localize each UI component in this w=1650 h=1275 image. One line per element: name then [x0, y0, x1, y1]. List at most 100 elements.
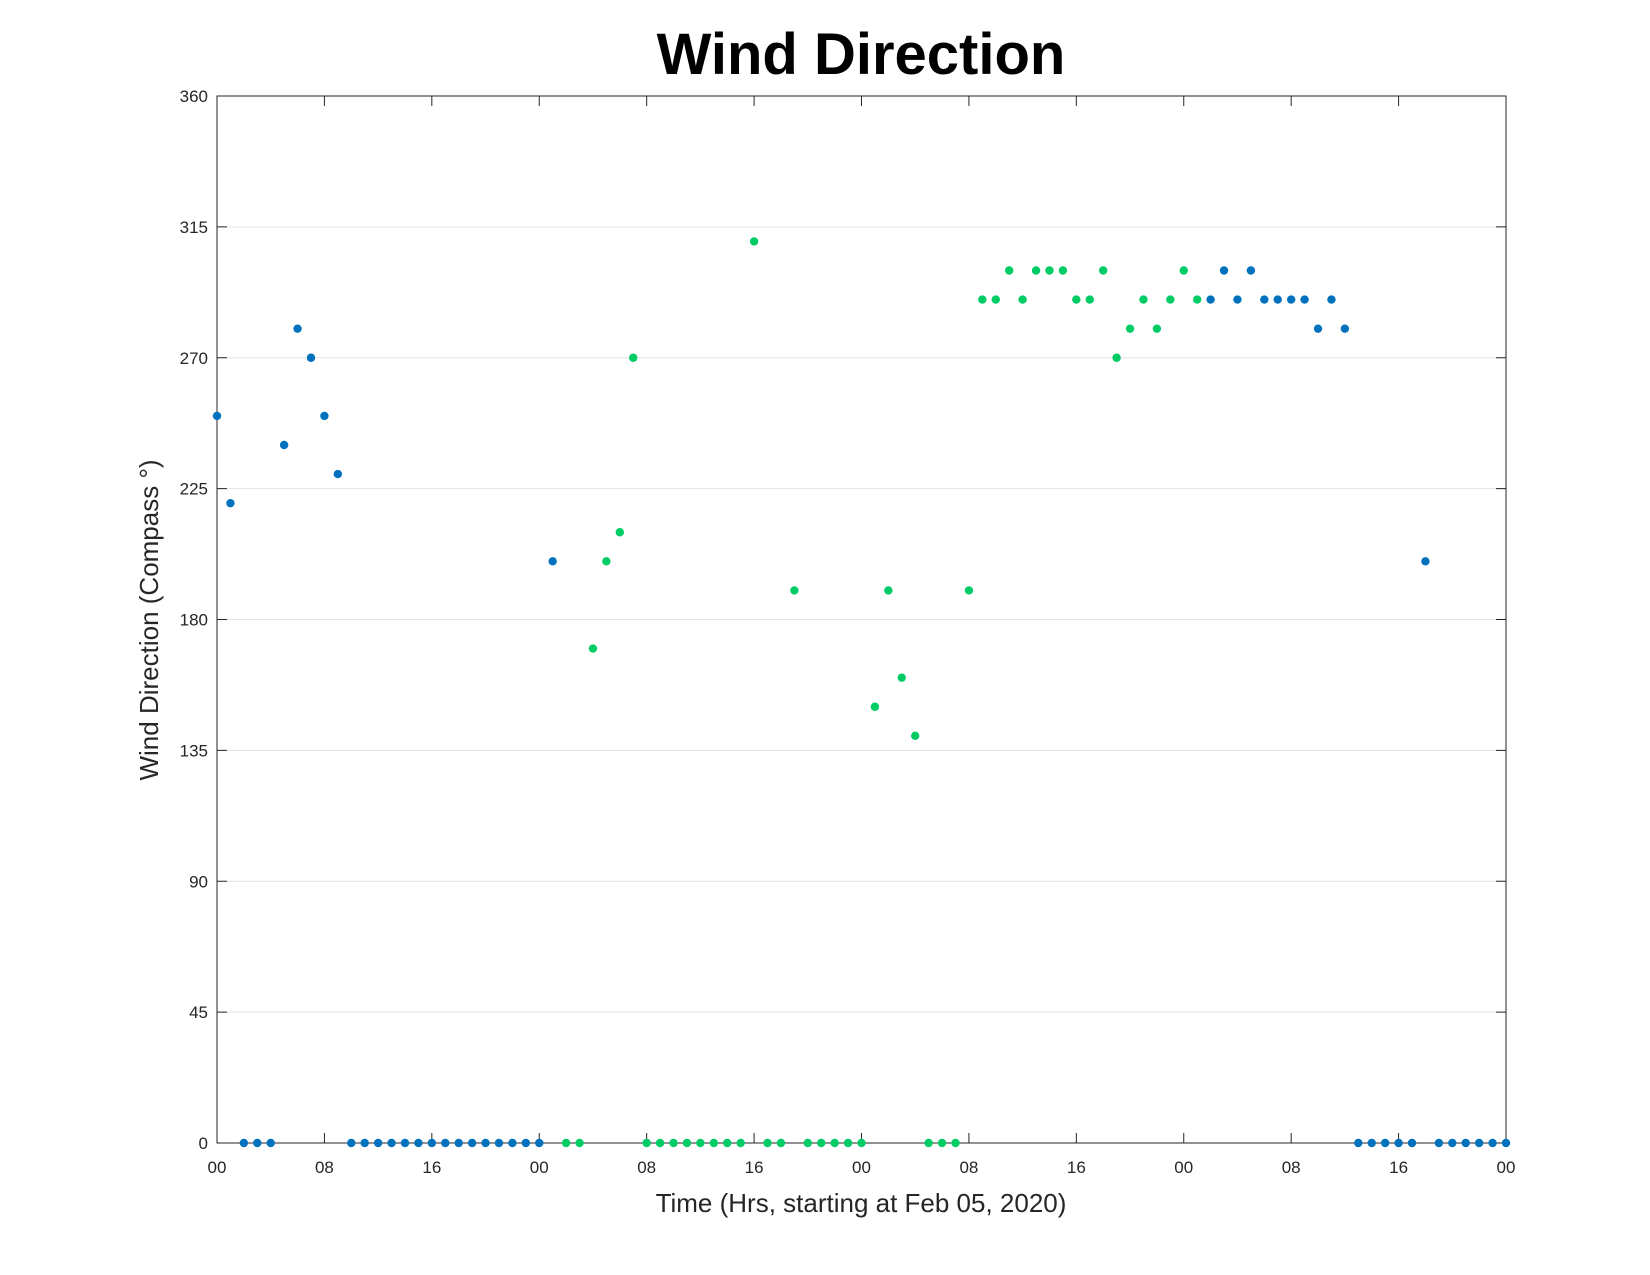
data-point	[427, 1138, 437, 1148]
data-point	[588, 644, 598, 653]
data-point	[548, 557, 557, 566]
y-tick-label: 180	[180, 611, 208, 630]
data-point	[1421, 557, 1430, 566]
data-point	[1004, 266, 1014, 275]
data-point	[1461, 1138, 1470, 1148]
data-point	[749, 237, 759, 246]
x-tick-label: 16	[745, 1158, 764, 1177]
data-point	[226, 498, 235, 508]
data-point	[1219, 266, 1229, 275]
data-point	[870, 702, 880, 711]
data-point	[253, 1138, 262, 1148]
gridlines	[217, 226, 1506, 1013]
data-point	[1246, 266, 1256, 275]
data-point	[1313, 324, 1323, 333]
data-point	[454, 1138, 463, 1148]
data-point	[615, 528, 625, 537]
y-tick-label: 135	[180, 741, 208, 760]
x-tick-label: 00	[208, 1158, 227, 1177]
axis-ticks: 0 45 90 135 180 225 270 315 360 00 08 16 00 08 16 00 08 1…	[180, 87, 1516, 1177]
data-point	[964, 586, 974, 595]
y-tick-label: 225	[180, 480, 208, 499]
data-point	[655, 1138, 665, 1148]
data-point	[1300, 295, 1309, 304]
data-point	[1018, 295, 1027, 304]
data-point	[937, 1138, 947, 1148]
data-point	[373, 1138, 383, 1148]
data-points	[212, 237, 1511, 1148]
x-tick-label: 00	[1174, 1158, 1193, 1177]
y-tick-label: 45	[189, 1003, 208, 1022]
y-tick-label: 90	[189, 872, 208, 891]
data-point	[535, 1138, 544, 1148]
y-tick-label: 0	[199, 1134, 208, 1153]
data-point	[414, 1138, 423, 1148]
data-point	[991, 295, 1000, 304]
data-point	[521, 1138, 531, 1148]
x-tick-label: 16	[1067, 1158, 1086, 1177]
data-point	[803, 1138, 812, 1148]
x-tick-label: 08	[315, 1158, 334, 1177]
data-point	[279, 440, 289, 450]
data-point	[1273, 295, 1282, 304]
data-point	[1139, 295, 1148, 304]
data-point	[561, 1138, 571, 1148]
data-point	[387, 1138, 396, 1148]
data-point	[1407, 1138, 1417, 1148]
data-point	[1112, 353, 1121, 362]
y-tick-label: 360	[180, 87, 208, 106]
x-tick-label: 16	[422, 1158, 441, 1177]
data-point	[1031, 266, 1041, 275]
chart-title: Wind Direction	[657, 22, 1066, 87]
data-point	[1125, 324, 1135, 333]
data-point	[1367, 1138, 1376, 1148]
data-point	[1166, 295, 1175, 304]
data-point	[709, 1138, 719, 1148]
data-point	[360, 1138, 369, 1148]
data-point	[602, 557, 611, 566]
data-point	[1380, 1138, 1390, 1148]
y-axis-label: Wind Direction (Compass °)	[134, 459, 164, 780]
data-point	[508, 1138, 517, 1148]
x-axis-label: Time (Hrs, starting at Feb 05, 2020)	[656, 1188, 1067, 1218]
data-point	[642, 1138, 651, 1148]
data-point	[736, 1138, 745, 1148]
x-tick-label: 08	[959, 1158, 978, 1177]
data-point	[1474, 1138, 1484, 1148]
data-point	[1354, 1138, 1363, 1148]
data-point	[1072, 295, 1081, 304]
data-point	[682, 1138, 692, 1148]
data-point	[1085, 295, 1094, 304]
data-point	[1488, 1138, 1497, 1148]
data-point	[723, 1138, 732, 1148]
x-tick-label: 08	[1282, 1158, 1301, 1177]
x-tick-label: 00	[530, 1158, 549, 1177]
x-tick-label: 00	[1497, 1158, 1516, 1177]
data-point	[1260, 295, 1269, 304]
data-point	[843, 1138, 853, 1148]
data-point	[857, 1138, 866, 1148]
data-point	[830, 1138, 839, 1148]
data-point	[1098, 266, 1108, 275]
data-point	[575, 1138, 584, 1148]
data-point	[951, 1138, 960, 1148]
data-point	[1045, 266, 1054, 275]
data-point	[320, 411, 329, 421]
data-point	[400, 1138, 410, 1148]
data-point	[293, 324, 302, 333]
data-point	[1327, 295, 1336, 304]
x-tick-label: 16	[1389, 1158, 1408, 1177]
data-point	[333, 469, 343, 479]
data-point	[1286, 295, 1296, 304]
data-point	[924, 1138, 933, 1148]
y-tick-label: 315	[180, 218, 208, 237]
data-point	[306, 353, 316, 362]
data-point	[266, 1138, 275, 1148]
data-point	[696, 1138, 705, 1148]
data-point	[1152, 324, 1162, 333]
data-point	[1192, 295, 1202, 304]
x-tick-label: 00	[852, 1158, 871, 1177]
data-point	[212, 411, 222, 421]
data-point	[1434, 1138, 1444, 1148]
data-point	[239, 1138, 249, 1148]
